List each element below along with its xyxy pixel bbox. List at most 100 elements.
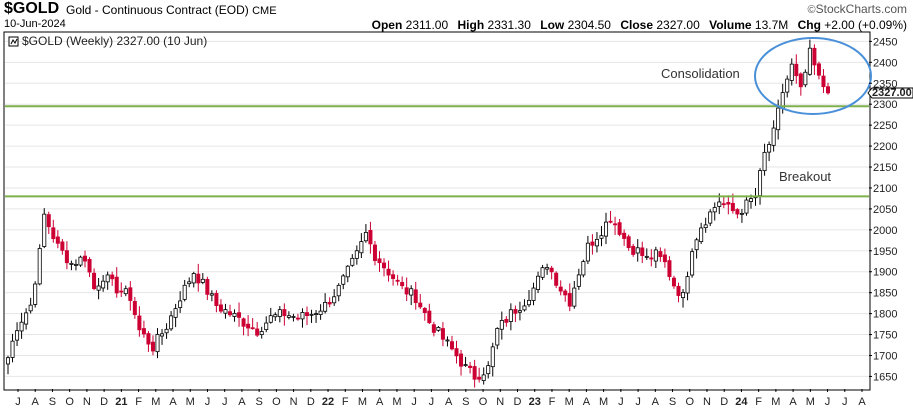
candle-body (314, 313, 319, 315)
candle (182, 279, 187, 302)
candle (114, 267, 119, 298)
candle-body (585, 242, 590, 262)
candle-body (440, 328, 445, 340)
candle-body (594, 238, 599, 247)
candle-body (540, 267, 545, 278)
candle (495, 327, 500, 350)
candle-body (798, 73, 803, 88)
candle (78, 255, 83, 267)
candle (744, 196, 749, 216)
candle (545, 263, 550, 275)
candle-body (96, 285, 101, 291)
candle (767, 141, 772, 162)
x-tick-label: D (514, 396, 522, 408)
candle (309, 309, 314, 323)
candle (803, 69, 808, 88)
candle-body (196, 273, 201, 284)
brand-watermark: ©StockCharts.com (808, 2, 907, 16)
x-tick-label: A (238, 396, 246, 408)
y-tick-label: 2300 (873, 99, 897, 111)
candle-body (255, 328, 260, 336)
candle-body (404, 287, 409, 295)
x-axis: J A S O N D 21 F M A M J J A S O N D 22 F M A M J J A S O N D 23 F M A M J J… (15, 389, 866, 408)
candle-body (536, 275, 541, 290)
x-tick-label: S (462, 396, 469, 408)
candle (554, 271, 559, 289)
candle (758, 168, 763, 205)
x-tick-label: M (151, 396, 160, 408)
candle (445, 336, 450, 347)
candle (6, 355, 11, 375)
candle (363, 224, 368, 243)
x-tick-label: M (806, 396, 815, 408)
candle-body (73, 263, 78, 266)
candle (685, 271, 690, 301)
candle-body (227, 311, 232, 316)
candle (626, 234, 631, 251)
brand-name: StockCharts.com (815, 2, 907, 16)
candle-body (567, 293, 572, 307)
x-tick-label: D (100, 396, 108, 408)
candle (821, 69, 826, 93)
x-tick-label: J (618, 396, 624, 408)
candle-body (42, 213, 47, 247)
candle-body (391, 274, 396, 279)
candle-body (758, 170, 763, 196)
candle-body (721, 203, 726, 206)
candle-body (191, 273, 196, 284)
y-tick-label: 2200 (873, 141, 897, 153)
candle-body (626, 236, 631, 249)
candle-body (178, 300, 183, 308)
candle (404, 277, 409, 302)
candle-body (681, 291, 686, 299)
x-tick-label: N (703, 396, 711, 408)
candle (794, 54, 799, 84)
candle-body (341, 275, 346, 285)
candle (816, 61, 821, 80)
candle (540, 264, 545, 280)
candle-body (128, 287, 133, 301)
instrument-name-text: Gold - Continuous Contract (EOD) (66, 3, 249, 17)
candle-body (223, 309, 228, 314)
candle-body (427, 310, 432, 324)
candle-body (182, 284, 187, 300)
y-axis: 1650 1700 1750 1800 1850 1900 1950 2000 2050 2100… (869, 36, 897, 383)
candle (762, 143, 767, 176)
candle-body (699, 227, 704, 243)
candle (300, 308, 305, 328)
x-tick-label: N (290, 396, 298, 408)
candle (83, 250, 88, 268)
candle-body (368, 230, 373, 245)
candle-body (300, 312, 305, 320)
change-label: Chg (797, 18, 821, 32)
candle-body (486, 365, 491, 375)
candle (33, 281, 38, 308)
candle-body (28, 304, 33, 312)
candle (123, 285, 128, 297)
candle-body (735, 209, 740, 215)
candle (155, 328, 160, 359)
candle-body (114, 276, 119, 294)
candle-body (377, 258, 382, 264)
x-tick-label: J (635, 396, 641, 408)
candle (391, 270, 396, 286)
y-tick-label: 2050 (873, 204, 897, 216)
candle (640, 241, 645, 264)
candle (594, 232, 599, 253)
x-tick-label: J (15, 396, 21, 408)
candle-body (273, 314, 278, 318)
candle (15, 322, 20, 347)
x-tick-label: J (205, 396, 211, 408)
candle-body (671, 277, 676, 287)
candle-body (418, 302, 423, 308)
candle-body (436, 327, 441, 331)
candle-body (508, 309, 513, 322)
y-tick-label: 2250 (873, 120, 897, 132)
candle (119, 282, 124, 297)
candle (413, 281, 418, 310)
candle (332, 289, 337, 306)
candle (486, 361, 491, 379)
change-value: +2.00 (+0.09%) (824, 18, 907, 32)
candle (277, 306, 282, 323)
